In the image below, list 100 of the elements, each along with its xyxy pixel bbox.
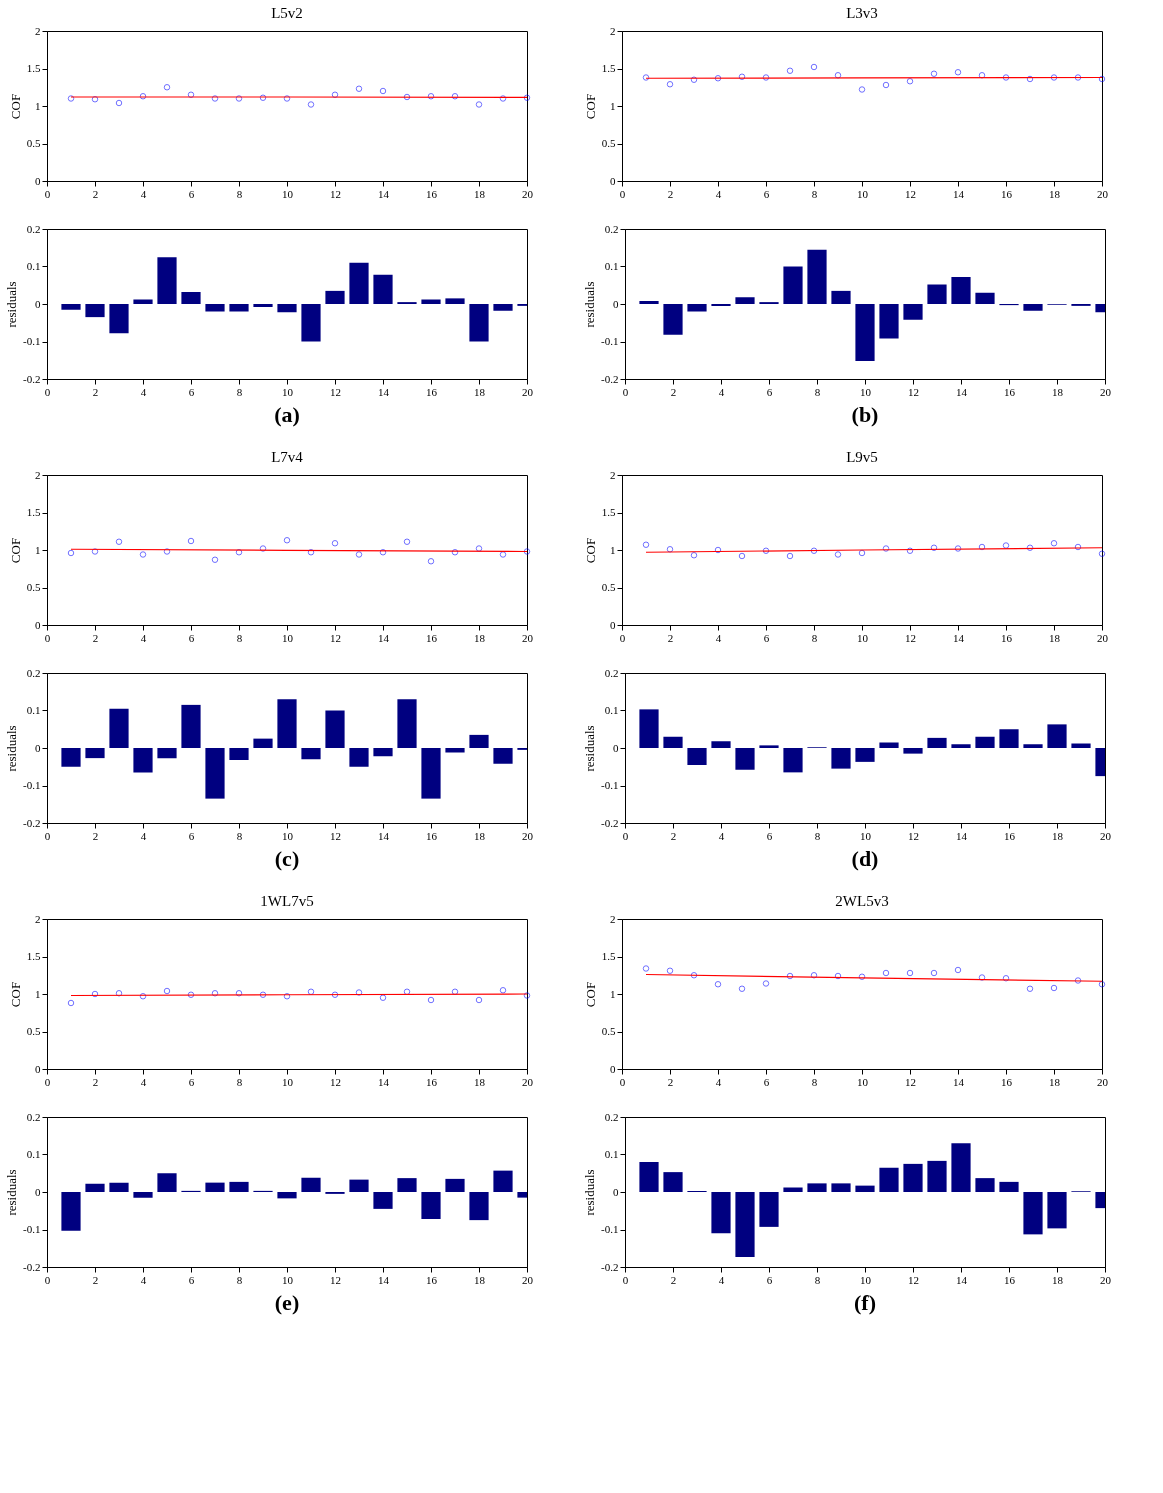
bar (1023, 1192, 1043, 1235)
x-tick-label: 2 (92, 1273, 99, 1286)
point (163, 987, 171, 995)
point (427, 996, 435, 1004)
x-tick-label: 0 (44, 631, 51, 644)
x-tick-label: 18 (1052, 385, 1064, 398)
y-tick-label: 1.5 (26, 62, 41, 74)
bar (421, 299, 441, 304)
bar (133, 748, 153, 773)
x-tick-label: 20 (522, 1075, 534, 1088)
x-tick-label: 2 (667, 187, 674, 200)
x-tick-label: 18 (474, 187, 486, 200)
y-tick-label: -0.2 (601, 816, 619, 829)
x-tick-label: 4 (140, 385, 147, 398)
y-tick-label: 1 (35, 99, 41, 112)
x-tick-label: 2 (92, 829, 99, 842)
x-tick-label: 2 (92, 187, 99, 200)
point (1074, 74, 1082, 81)
y-tick-label: 1 (35, 543, 41, 556)
text: (d) (851, 846, 879, 871)
y-tick-label: 0 (35, 1062, 41, 1075)
x-tick-label: 12 (908, 829, 919, 842)
x-tick-label: 14 (378, 187, 390, 200)
x-tick-label: 14 (378, 385, 390, 398)
point (355, 85, 363, 92)
x-tick-label: 12 (905, 631, 916, 644)
bar (951, 277, 971, 304)
point (499, 95, 507, 102)
x-tick-label: 14 (953, 187, 965, 200)
bar (855, 1185, 875, 1192)
bar (711, 741, 731, 748)
bar (61, 1192, 81, 1231)
point (1050, 74, 1058, 81)
y-tick-label: 1.5 (601, 950, 616, 962)
x-tick-label: 12 (330, 631, 341, 644)
point (762, 74, 770, 81)
point (978, 72, 986, 79)
x-tick-label: 6 (763, 187, 770, 200)
y-tick-label: 1 (610, 543, 616, 556)
x-tick-label: 4 (140, 829, 147, 842)
bar (783, 748, 803, 773)
x-tick-label: 20 (1100, 829, 1112, 842)
y-tick-label: 0 (35, 1185, 41, 1198)
x-tick-label: 2 (670, 829, 677, 842)
x-tick-label: 12 (330, 385, 341, 398)
x-tick-label: 6 (188, 829, 195, 842)
point (235, 549, 243, 556)
point (1002, 542, 1010, 549)
point (666, 967, 674, 974)
bar (325, 710, 345, 748)
bar (735, 297, 755, 304)
x-tick-label: 20 (1100, 1273, 1112, 1286)
y-tick-label: 0 (613, 1185, 619, 1198)
x-tick-label: 10 (857, 1075, 869, 1088)
point (211, 556, 219, 563)
y-tick-label: 2 (35, 912, 41, 925)
point (163, 84, 171, 91)
point (499, 551, 507, 558)
y-tick-label: -0.1 (601, 335, 619, 347)
x-tick-label: 20 (522, 1273, 534, 1286)
bar (277, 699, 297, 748)
x-tick-label: 10 (282, 1075, 294, 1088)
y-axis-title: COF (582, 981, 598, 1008)
point (714, 981, 722, 988)
bar (301, 748, 321, 760)
point (762, 980, 770, 987)
bar (735, 1192, 755, 1257)
point (67, 549, 75, 557)
point (1026, 544, 1034, 551)
y-axis-title: COF (582, 93, 598, 120)
y-tick-label: 0.2 (604, 222, 619, 235)
x-tick-label: 4 (718, 385, 725, 398)
x-tick-label: 18 (1049, 631, 1061, 644)
y-tick-label: 0.5 (601, 581, 616, 593)
y-tick-label: 0.5 (26, 581, 41, 593)
y-axis-title: COF (7, 537, 23, 564)
point (714, 75, 722, 82)
x-tick-label: 16 (1001, 187, 1013, 200)
x-tick-label: 16 (1001, 631, 1013, 644)
x-tick-label: 6 (766, 1273, 773, 1286)
bar (253, 738, 273, 748)
x-tick-label: 10 (282, 385, 294, 398)
x-tick-label: 10 (857, 631, 869, 644)
point (810, 547, 818, 554)
bar (999, 1181, 1019, 1192)
text: (e) (274, 1290, 300, 1315)
bar (639, 1162, 659, 1192)
y-tick-label: 0.2 (604, 1110, 619, 1123)
point (355, 989, 363, 996)
x-tick-label: 18 (1052, 1273, 1064, 1286)
bar (469, 734, 489, 748)
x-tick-label: 20 (1100, 385, 1112, 398)
point (1074, 543, 1082, 551)
x-tick-label: 10 (860, 829, 872, 842)
point (331, 91, 339, 98)
x-tick-label: 14 (378, 829, 390, 842)
y-axis-title: residuals (582, 725, 598, 772)
y-tick-label: -0.2 (23, 816, 41, 829)
y-tick-label: 0.5 (601, 1025, 616, 1037)
point (523, 94, 531, 101)
